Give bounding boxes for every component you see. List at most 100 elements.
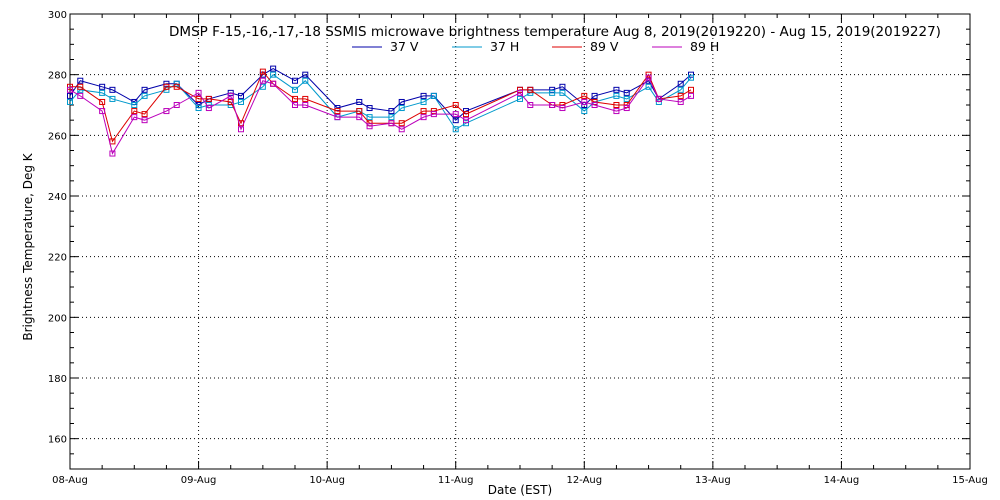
data-point — [613, 92, 620, 99]
data-point — [227, 92, 234, 99]
data-point — [398, 105, 405, 112]
data-point — [430, 111, 437, 118]
y-tick-label: 240 — [48, 192, 67, 203]
data-point — [141, 92, 148, 99]
data-point — [292, 86, 298, 93]
data-point — [67, 92, 73, 99]
x-tick-label: 12-Aug — [566, 475, 602, 486]
legend-label: 37 V — [390, 39, 419, 54]
series-line — [69, 76, 692, 155]
data-point — [109, 86, 116, 93]
data-point — [302, 71, 309, 78]
data-point — [688, 92, 694, 99]
data-point — [141, 86, 148, 93]
data-point — [549, 86, 556, 93]
data-point — [366, 123, 373, 130]
data-point — [67, 86, 73, 93]
data-point — [141, 117, 148, 124]
data-point — [559, 102, 566, 108]
data-point — [334, 114, 341, 121]
data-point — [688, 86, 694, 93]
data-point — [581, 108, 588, 115]
data-point — [131, 114, 138, 121]
data-point — [645, 74, 652, 81]
x-tick-label: 15-Aug — [952, 475, 988, 486]
data-point — [334, 108, 341, 115]
data-point — [591, 98, 598, 105]
legend-label: 37 H — [490, 39, 519, 54]
data-point — [238, 98, 244, 105]
data-point — [527, 102, 534, 108]
data-point — [77, 83, 84, 90]
data-point — [205, 95, 212, 102]
chart-title: DMSP F-15,-16,-17,-18 SSMIS microwave br… — [169, 24, 941, 40]
legend: 37 V 37 H 89 V 89 H — [352, 39, 719, 54]
data-point — [270, 71, 277, 78]
x-tick-label: 09-Aug — [181, 475, 217, 486]
data-point — [430, 92, 437, 99]
axes: 08-Aug 09-Aug 10-Aug 11-Aug 12-Aug 13-Aug 14-A… — [48, 10, 988, 486]
data-point — [398, 98, 405, 105]
legend-item: 89 V — [552, 39, 619, 54]
data-point — [463, 117, 469, 124]
data-point — [356, 98, 363, 105]
y-axis-label: Brightness Temperature, Deg K — [21, 152, 35, 340]
series-line — [69, 68, 692, 121]
x-axis-label: Date (EST) — [488, 483, 552, 497]
data-point — [67, 83, 73, 90]
series-89-h — [67, 74, 694, 157]
data-point — [452, 111, 459, 118]
data-point — [430, 108, 437, 115]
data-point — [398, 120, 405, 127]
data-point — [677, 86, 684, 93]
data-point — [559, 83, 566, 90]
data-point — [238, 126, 244, 133]
legend-item: 37 H — [452, 39, 519, 54]
data-point — [99, 83, 106, 90]
data-point — [623, 95, 630, 102]
data-point — [591, 92, 598, 99]
data-point — [195, 95, 202, 102]
data-point — [559, 89, 566, 96]
data-point — [613, 86, 620, 93]
data-point — [99, 108, 106, 115]
data-point — [356, 114, 363, 121]
data-point — [131, 102, 138, 108]
y-tick-label: 220 — [48, 253, 67, 264]
data-point — [623, 105, 630, 112]
data-point — [302, 77, 309, 84]
data-point — [195, 105, 202, 112]
data-point — [109, 95, 116, 102]
data-point — [99, 98, 106, 105]
y-tick-label: 300 — [48, 10, 67, 21]
x-tick-label: 11-Aug — [438, 475, 474, 486]
data-point — [677, 98, 684, 105]
plot-frame — [69, 13, 971, 470]
legend-label: 89 H — [690, 39, 719, 54]
data-point — [420, 108, 427, 115]
data-point — [655, 98, 662, 105]
data-point — [677, 92, 684, 99]
data-point — [613, 102, 620, 108]
data-point — [581, 92, 588, 99]
data-point — [366, 114, 373, 121]
data-point — [452, 102, 459, 108]
data-point — [452, 126, 459, 133]
series-line — [70, 70, 692, 143]
data-point — [109, 150, 116, 157]
data-point — [302, 102, 309, 108]
data-point — [77, 77, 84, 84]
legend-item: 37 V — [352, 39, 419, 54]
y-tick-label: 160 — [48, 435, 67, 446]
data-point — [581, 102, 588, 108]
data-point — [131, 108, 138, 115]
data-point — [99, 89, 106, 96]
x-tick-label: 14-Aug — [824, 475, 860, 486]
data-point — [388, 108, 395, 115]
data-point — [591, 102, 598, 108]
data-point — [292, 77, 298, 84]
data-point — [655, 95, 662, 102]
data-point — [398, 126, 405, 133]
data-point — [163, 83, 170, 90]
